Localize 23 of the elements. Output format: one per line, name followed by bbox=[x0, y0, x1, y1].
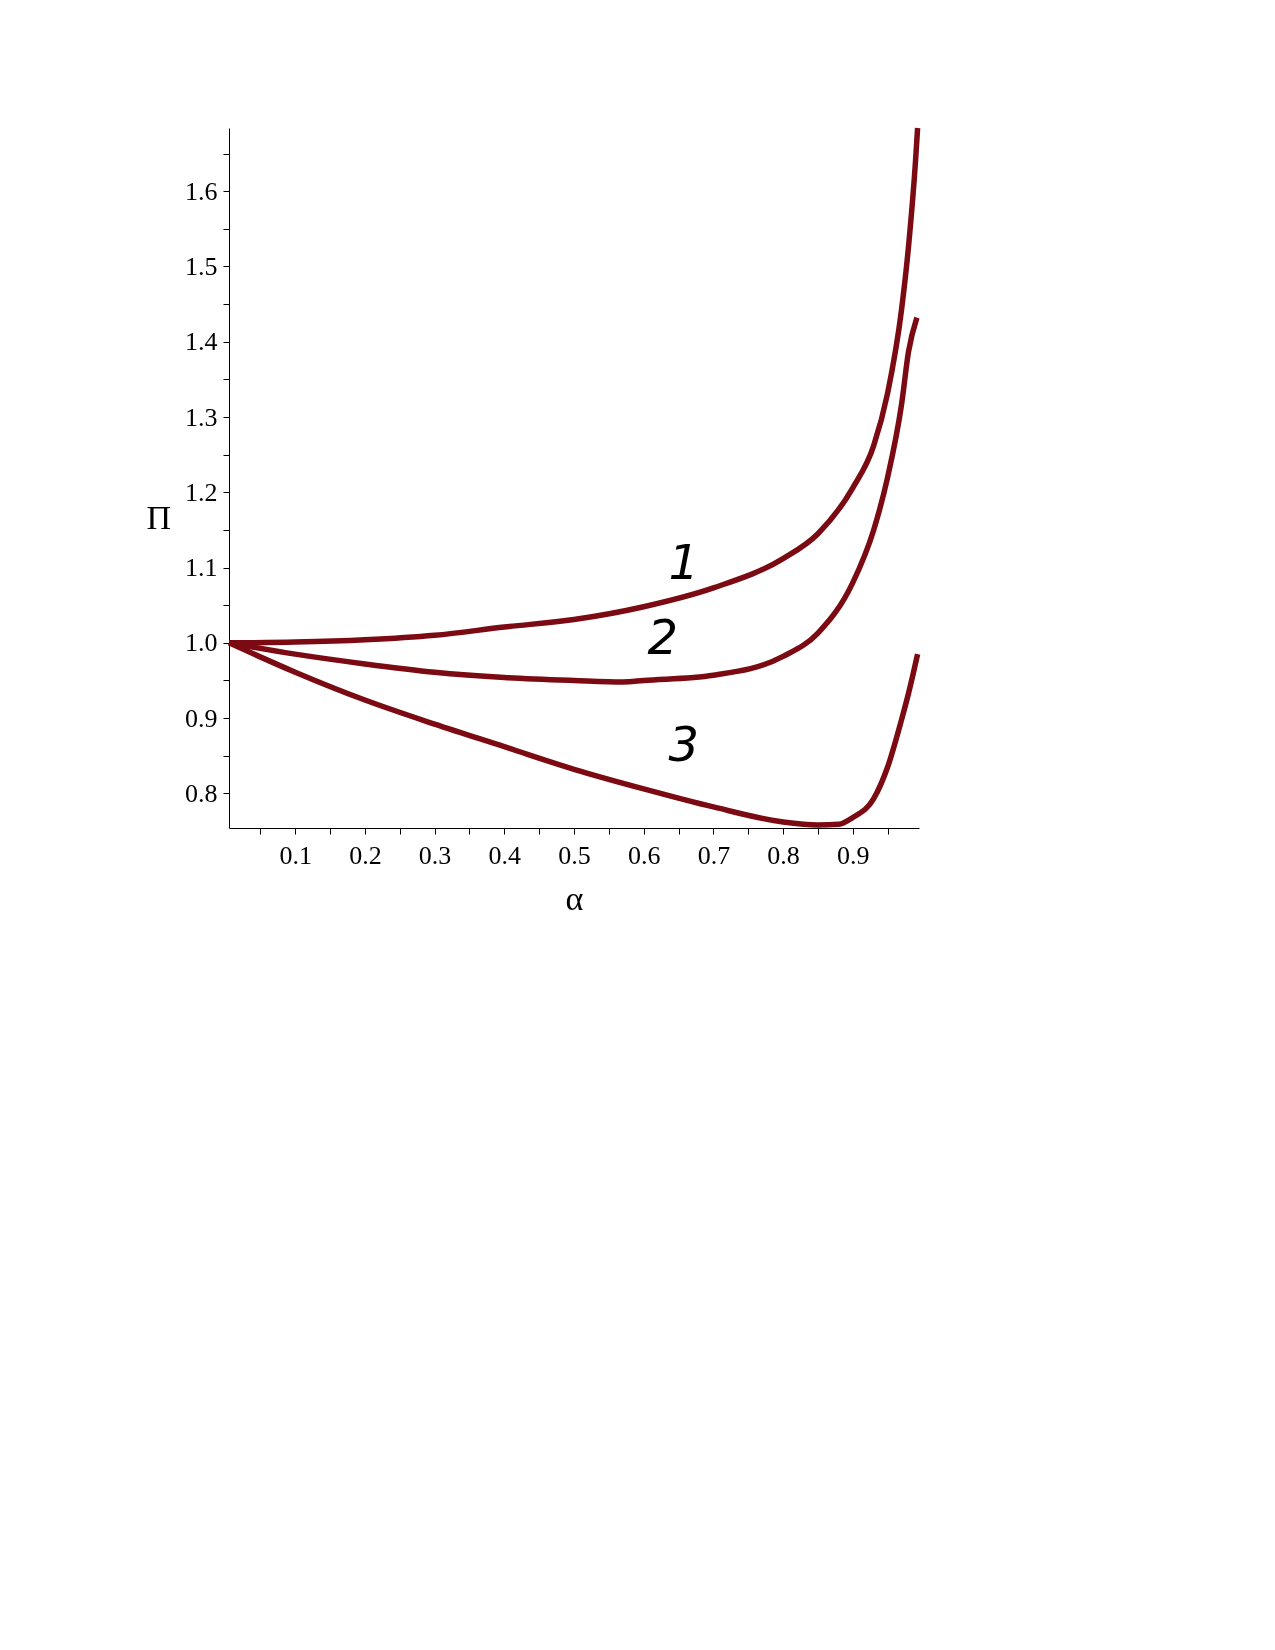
x-tick-label: 0.2 bbox=[349, 840, 382, 870]
y-tick-label: 1.6 bbox=[185, 176, 218, 206]
x-tick-label: 0.3 bbox=[418, 840, 452, 870]
series-label: 2 bbox=[647, 608, 679, 665]
y-axis-title: Π bbox=[146, 498, 171, 536]
x-tick-label: 0.8 bbox=[767, 840, 800, 870]
x-axis-title: α bbox=[565, 879, 584, 917]
x-tick-label: 0.6 bbox=[627, 840, 661, 870]
x-tick-label: 0.4 bbox=[488, 840, 522, 870]
x-tick-label: 0.9 bbox=[837, 840, 870, 870]
x-tick-label: 0.7 bbox=[697, 840, 731, 870]
y-tick-label: 0.9 bbox=[185, 703, 218, 733]
y-tick-label: 1.0 bbox=[185, 628, 218, 658]
y-tick-label: 0.8 bbox=[185, 778, 218, 808]
x-tick-label: 0.5 bbox=[558, 840, 591, 870]
y-tick-label: 1.3 bbox=[185, 402, 218, 432]
y-tick-label: 1.5 bbox=[185, 251, 218, 281]
x-tick-label: 0.1 bbox=[279, 840, 312, 870]
series-label: 3 bbox=[668, 715, 699, 772]
y-tick-label: 1.2 bbox=[185, 477, 218, 507]
y-tick-label: 1.4 bbox=[185, 327, 218, 357]
y-tick-label: 1.1 bbox=[185, 553, 218, 583]
series-label: 1 bbox=[668, 533, 699, 590]
